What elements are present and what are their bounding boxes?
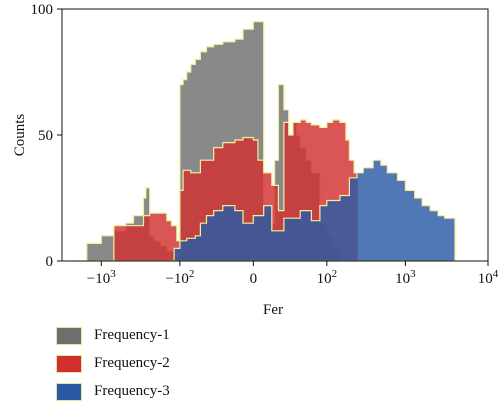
x-tick-label: −103 bbox=[87, 268, 116, 287]
legend-item-frequency-1: Frequency-1 bbox=[56, 323, 170, 348]
legend-label: Frequency-1 bbox=[94, 327, 170, 343]
y-tick-label: 50 bbox=[38, 128, 53, 144]
x-tick-label: 104 bbox=[478, 268, 499, 287]
legend-swatch bbox=[56, 354, 82, 373]
x-tick-label: 103 bbox=[395, 268, 416, 287]
plot-area bbox=[68, 21, 456, 262]
y-tick-label: 100 bbox=[31, 2, 54, 18]
legend-label: Frequency-2 bbox=[94, 355, 170, 371]
legend-item-frequency-2: Frequency-2 bbox=[56, 351, 170, 376]
legend-swatch bbox=[56, 382, 82, 401]
series-area-frequency-3 bbox=[166, 159, 456, 262]
x-tick-label: −102 bbox=[165, 268, 194, 287]
legend-swatch bbox=[56, 326, 82, 345]
y-axis-title: Counts bbox=[12, 114, 28, 157]
x-tick-label: 0 bbox=[250, 271, 258, 287]
x-tick-label: 102 bbox=[317, 268, 338, 287]
x-axis-title: Fer bbox=[263, 302, 283, 318]
legend-item-frequency-3: Frequency-3 bbox=[56, 379, 170, 404]
legend: Frequency-1 Frequency-2 Frequency-3 bbox=[56, 323, 170, 407]
y-tick-label: 0 bbox=[46, 254, 54, 270]
axes: −103 −102 0 102 103 104 0 50 100 bbox=[31, 2, 499, 287]
histogram-chart: −103 −102 0 102 103 104 0 50 100 Counts Fer bbox=[12, 2, 499, 318]
legend-label: Frequency-3 bbox=[94, 383, 170, 399]
